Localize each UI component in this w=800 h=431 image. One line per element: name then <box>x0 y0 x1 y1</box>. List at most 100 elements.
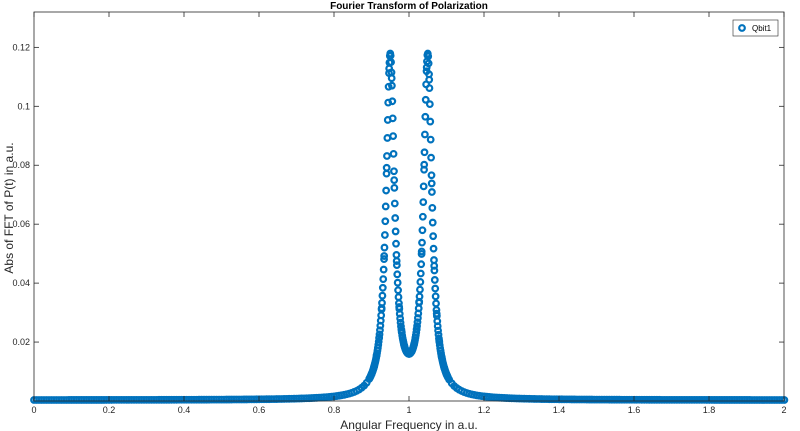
y-tick-label: 0.06 <box>12 219 30 229</box>
data-point <box>421 95 430 104</box>
x-tick-label: 1 <box>406 405 411 415</box>
data-point <box>429 232 438 241</box>
data-point <box>427 179 436 188</box>
data-point <box>419 198 428 206</box>
data-point <box>375 330 384 339</box>
data-point <box>391 227 400 236</box>
data-point <box>396 318 405 327</box>
data-point <box>418 238 426 247</box>
data-point <box>396 314 405 323</box>
data-point <box>375 334 384 343</box>
data-point <box>425 84 434 93</box>
data-point <box>418 212 427 221</box>
data-point <box>416 285 424 294</box>
data-point <box>420 165 428 174</box>
x-tick-label: 0.8 <box>328 405 341 415</box>
y-tick-label: 0.1 <box>17 101 30 111</box>
y-tick-label: 0.12 <box>12 42 30 52</box>
data-point <box>390 183 399 192</box>
data-point <box>426 117 435 126</box>
legend: Qbit1 <box>732 19 779 37</box>
y-tick-label: 0.04 <box>12 278 30 288</box>
data-point <box>389 149 398 158</box>
data-point <box>394 286 402 295</box>
data-point <box>380 231 389 239</box>
data-point <box>425 100 434 109</box>
data-point <box>380 255 388 263</box>
data-point <box>413 322 421 330</box>
x-tick-label: 1.8 <box>703 405 716 415</box>
data-point <box>379 265 388 274</box>
data-point <box>415 292 424 301</box>
data-point <box>380 243 389 252</box>
data-point <box>429 244 438 253</box>
x-tick-label: 1.6 <box>628 405 641 415</box>
data-point <box>393 278 402 287</box>
y-tick-label: 0.02 <box>12 337 30 347</box>
x-tick-label: 1.2 <box>478 405 491 415</box>
data-point <box>380 252 389 260</box>
data-point <box>389 132 398 140</box>
x-tick-label: 0.4 <box>178 405 191 415</box>
data-point <box>424 59 433 68</box>
data-point <box>387 68 396 77</box>
data-point <box>379 275 388 284</box>
data-point <box>426 135 435 144</box>
data-point <box>382 186 391 195</box>
data-point <box>378 291 387 300</box>
data-point <box>378 298 386 307</box>
data-point <box>388 97 397 106</box>
data-point <box>374 337 383 346</box>
data-point <box>416 269 425 278</box>
data-point <box>382 169 391 178</box>
data-point <box>390 167 398 176</box>
data-point <box>430 266 439 275</box>
x-tick-label: 0 <box>31 405 36 415</box>
data-point <box>391 214 400 222</box>
data-point <box>434 326 443 335</box>
data-point <box>444 373 452 382</box>
data-point <box>431 284 440 293</box>
data-point <box>416 278 425 286</box>
data-point <box>421 112 430 121</box>
data-point <box>434 330 443 339</box>
data-point <box>428 188 436 196</box>
data-point <box>412 325 421 334</box>
legend-box <box>732 19 779 37</box>
axes: 0 0.2 0.4 0.6 0.8 1 1.2 1.4 1.6 1.8 2 0.02 0.04 0.06 0… <box>12 11 787 415</box>
chart-title: Fourier Transform of Polarization <box>330 1 488 12</box>
x-tick-label: 2 <box>781 405 786 415</box>
x-tick-label: 0.2 <box>103 405 116 415</box>
data-point <box>425 70 433 79</box>
y-axis-label: Abs of FFT of P(t) in a.u. <box>2 142 16 273</box>
data-point <box>435 334 443 343</box>
legend-marker-icon <box>738 24 746 32</box>
data-point <box>427 171 436 180</box>
data-point <box>421 130 429 139</box>
data-point <box>393 270 402 279</box>
data-point <box>387 58 395 66</box>
x-axis-label: Angular Frequency in a.u. <box>340 418 477 431</box>
plot-background <box>34 12 784 401</box>
data-point <box>390 199 399 208</box>
data-point <box>424 52 433 61</box>
data-point <box>417 260 426 269</box>
data-point <box>428 218 437 227</box>
data-point <box>430 276 439 284</box>
data-point <box>430 256 438 264</box>
data-point <box>388 114 397 123</box>
data-point <box>417 250 426 258</box>
data-point <box>383 152 391 160</box>
plot-area <box>34 12 784 401</box>
data-point <box>413 318 422 327</box>
legend-label: Qbit1 <box>752 24 772 33</box>
data-point <box>427 153 435 162</box>
data-point <box>418 226 427 235</box>
data-point <box>390 176 399 185</box>
y-tick-label: 0.08 <box>12 160 30 170</box>
x-tick-label: 1.4 <box>553 405 566 415</box>
data-point <box>392 261 401 270</box>
data-point <box>392 239 400 248</box>
data-point <box>381 202 390 211</box>
